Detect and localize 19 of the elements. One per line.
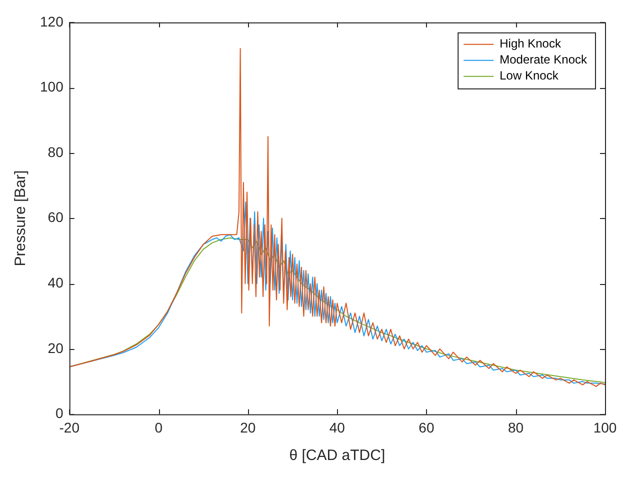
- y-axis-title: Pressure [Bar]: [12, 170, 30, 266]
- y-tick-label: 20: [48, 340, 64, 356]
- y-tick-label: 40: [48, 274, 64, 290]
- y-tick-label: 120: [40, 13, 64, 30]
- y-tick-label: 0: [56, 405, 64, 422]
- x-tick-label: 20: [240, 419, 256, 436]
- y-tick-label: 100: [40, 78, 64, 95]
- y-tick-label: 80: [48, 144, 64, 160]
- legend-label: Low Knock: [500, 68, 560, 83]
- legend-label: Moderate Knock: [500, 52, 588, 67]
- legend-label: High Knock: [500, 36, 562, 51]
- x-tick-label: 80: [508, 419, 524, 436]
- x-tick-label: 100: [593, 419, 617, 436]
- x-tick-label: -20: [59, 419, 80, 436]
- x-tick-label: 40: [329, 419, 346, 436]
- x-tick-label: 0: [154, 419, 163, 436]
- y-tick-label: 60: [48, 209, 64, 226]
- x-tick-label: 60: [418, 419, 434, 436]
- x-axis-title: θ [CAD aTDC]: [289, 447, 386, 464]
